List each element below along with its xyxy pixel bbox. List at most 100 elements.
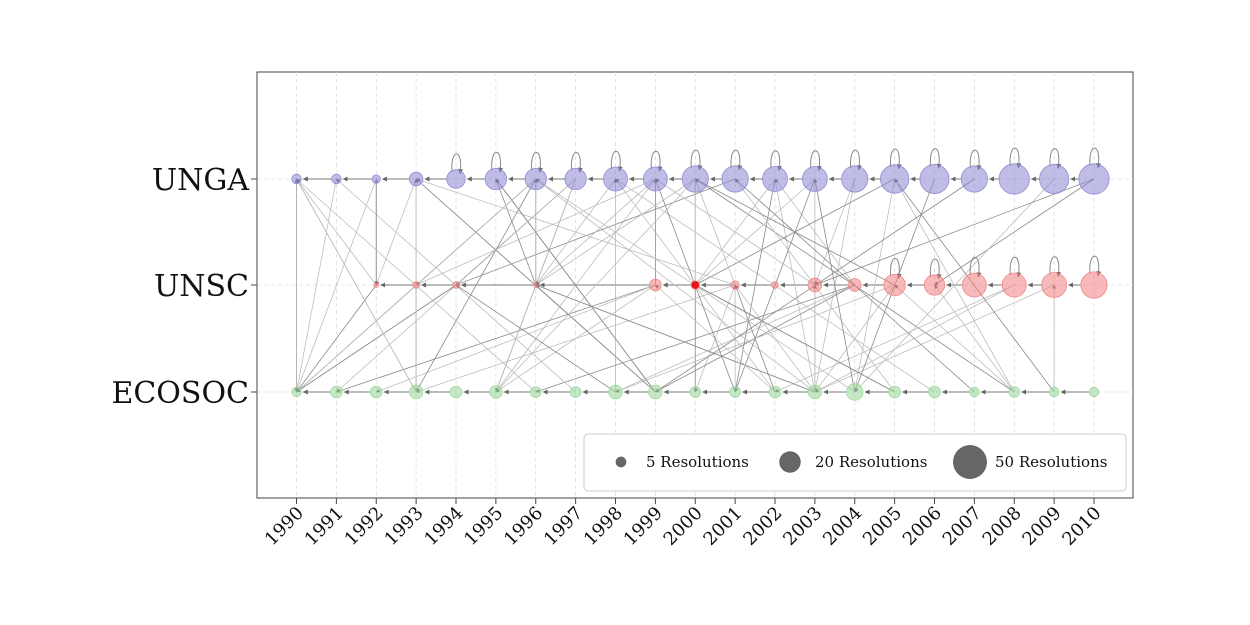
citation-edge [934,284,1015,393]
x-tick-label-1997: 1997 [540,503,587,550]
node-ecosoc-2000 [689,386,702,398]
node-unga-2008 [998,163,1030,195]
x-tick-label-1992: 1992 [341,503,388,550]
node-unsc-2005 [883,273,906,297]
self-loop-edge [1009,256,1022,278]
x-tick-label-2003: 2003 [779,503,826,550]
node-ecosoc-1993 [408,384,424,400]
citation-edge [295,178,377,393]
x-tick-label-2007: 2007 [939,503,986,550]
node-unga-2001 [721,165,749,193]
x-tick-label-2008: 2008 [979,503,1026,550]
self-loop-edge [650,150,663,172]
x-tick-label-1991: 1991 [301,503,348,550]
x-axis-tick-labels: 1990199119921993199419951996199719981999… [261,498,1106,550]
legend-marker-20 [779,451,801,473]
legend-box [583,433,1127,492]
citation-edge [335,284,656,393]
self-loop-edge [890,148,902,170]
legend-marker-50 [953,445,987,479]
citation-edge [295,178,337,393]
node-ecosoc-2003 [807,384,823,400]
legend-label-5: 5 Resolutions [646,453,749,471]
x-tick-label-1998: 1998 [580,503,627,550]
self-loop-edge [1089,147,1102,169]
self-loop-edge [1049,256,1062,278]
x-tick-label-2002: 2002 [739,503,786,550]
node-ecosoc-2007 [969,386,980,398]
citation-edge [495,178,696,393]
node-unga-2004 [841,165,869,193]
node-unga-1998 [603,166,628,192]
citation-edge [694,178,776,286]
node-unga-1997 [564,167,587,191]
self-loop-edge [969,149,982,171]
self-loop-edge [890,258,902,279]
node-unga-2009 [1039,164,1070,194]
node-ecosoc-2009 [1048,386,1060,398]
node-unsc-2000 [690,280,700,290]
self-loop-edge [929,258,942,280]
node-ecosoc-1998 [608,384,623,400]
legend: 5 Resolutions 20 Resolutions 50 Resolution… [583,433,1127,492]
node-unsc-1999 [649,278,662,292]
node-ecosoc-2008 [1008,386,1021,398]
y-label-unsc: UNSC [154,269,249,304]
citation-edge [733,178,776,393]
citation-edge [894,178,1015,393]
citation-edge [814,178,856,286]
y-axis-labels: UNGA UNSC ECOSOC [111,163,257,411]
x-tick-label-2009: 2009 [1018,503,1065,550]
x-tick-label-2001: 2001 [699,503,746,550]
citation-edge [415,178,736,286]
citation-edge [535,178,656,286]
x-tick-label-1993: 1993 [380,503,427,550]
citation-edge [375,284,656,393]
citation-edge [734,284,776,393]
self-loop-edge [850,149,862,171]
x-tick-label-2005: 2005 [859,503,906,550]
node-unsc-1994 [452,281,460,289]
citation-edge [415,178,656,286]
node-unga-2003 [802,166,828,192]
node-unsc-1996 [532,282,539,288]
x-tick-label-2004: 2004 [819,503,866,550]
node-unsc-2002 [771,281,779,289]
node-unga-1996 [524,167,547,191]
self-loop-edge [929,148,942,169]
citation-edge [296,178,377,286]
node-ecosoc-1999 [648,384,663,400]
node-unga-1994 [446,169,466,189]
legend-label-20: 20 Resolutions [815,453,927,471]
legend-marker-5 [615,456,627,468]
citation-edge [694,178,736,286]
node-unga-1991 [331,173,342,185]
node-unsc-2003 [807,277,823,293]
y-label-ecosoc: ECOSOC [111,376,249,411]
citation-edge [296,178,417,393]
citation-edge [894,284,1015,393]
node-unsc-2001 [730,280,740,290]
node-unga-1999 [642,166,668,192]
node-unga-2000 [681,165,709,193]
y-label-unga: UNGA [152,163,249,198]
node-unga-2005 [880,164,910,194]
node-ecosoc-2010 [1088,386,1100,398]
node-ecosoc-2002 [768,385,782,399]
citation-edge [415,178,537,393]
x-tick-label-2010: 2010 [1058,503,1105,550]
citation-edge [495,284,656,393]
x-tick-label-2000: 2000 [660,503,707,550]
node-unga-2007 [960,165,988,193]
node-unsc-1992 [373,282,380,288]
self-loop-edge [770,150,783,172]
node-unga-1995 [484,167,508,191]
node-ecosoc-1991 [330,385,343,399]
x-tick-label-1990: 1990 [261,503,308,550]
node-unga-2002 [762,166,788,192]
node-ecosoc-1996 [529,386,542,398]
citation-edge [296,284,457,393]
citation-edge [495,178,656,393]
node-ecosoc-1995 [489,385,503,399]
